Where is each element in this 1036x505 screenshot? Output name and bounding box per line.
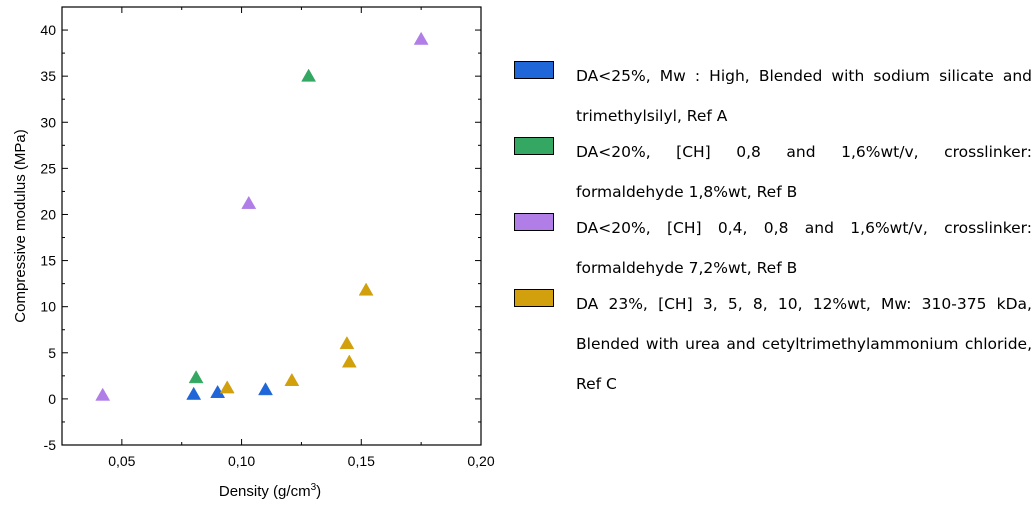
data-point-series-1 [258, 382, 273, 396]
data-point-series-3 [241, 195, 257, 209]
scatter-chart: -5 0 5 10 15 20 25 30 35 40 0,05 0,10 0,15 0,20 Compr… [12, 6, 495, 500]
x-tick-label: 0,20 [467, 453, 494, 469]
data-point-series-4 [219, 380, 235, 394]
legend-swatch [514, 289, 554, 307]
x-tick-label: 0,15 [348, 453, 375, 469]
legend-item-2: DA<20%, [CH] 0,8 and 1,6%wt/v, crosslink… [514, 132, 1032, 212]
y-axis-title: Compressive modulus (MPa) [12, 129, 29, 322]
y-tick-label: 30 [40, 114, 56, 130]
legend-item-3: DA<20%, [CH] 0,4, 0,8 and 1,6%wt/v, cros… [514, 208, 1032, 288]
legend-label: DA 23%, [CH] 3, 5, 8, 10, 12%wt, Mw: 310… [576, 295, 1032, 393]
y-tick-label: 40 [40, 22, 56, 38]
x-tick-label: 0,10 [228, 453, 255, 469]
legend-label: DA<20%, [CH] 0,4, 0,8 and 1,6%wt/v, cros… [576, 219, 1032, 277]
y-tick-label: 15 [40, 253, 56, 269]
legend-swatch [514, 61, 554, 79]
data-point-series-4 [284, 372, 300, 386]
y-tick-label: -5 [44, 437, 57, 453]
tick-layer: -5 0 5 10 15 20 25 30 35 40 0,05 0,10 0,15 0,20 [40, 7, 495, 469]
legend-item-4: DA 23%, [CH] 3, 5, 8, 10, 12%wt, Mw: 310… [514, 284, 1032, 404]
legend-label: DA<20%, [CH] 0,8 and 1,6%wt/v, crosslink… [576, 143, 1032, 201]
data-point-series-4 [341, 354, 357, 368]
y-tick-label: 0 [48, 391, 56, 407]
x-tick-label: 0,05 [108, 453, 135, 469]
data-point-series-4 [358, 282, 374, 296]
legend-label: DA<25%, Mw : High, Blended with sodium s… [576, 67, 1032, 125]
data-point-series-1 [186, 386, 202, 400]
legend-item-1: DA<25%, Mw : High, Blended with sodium s… [514, 56, 1032, 136]
x-axis-title: Density (g/cm3) [219, 482, 321, 500]
y-tick-label: 10 [40, 299, 56, 315]
data-point-series-2 [188, 370, 204, 384]
data-point-series-3 [413, 31, 429, 45]
legend-swatch [514, 137, 554, 155]
legend: DA<25%, Mw : High, Blended with sodium s… [514, 61, 1032, 406]
y-tick-label: 5 [48, 345, 56, 361]
data-point-series-2 [301, 68, 317, 82]
y-tick-label: 35 [40, 68, 56, 84]
data-point-series-3 [95, 387, 111, 401]
points-layer [95, 31, 429, 401]
y-tick-label: 20 [40, 206, 56, 222]
plot-frame [61, 6, 482, 446]
x-axis-title-main: Density (g/cm [219, 483, 311, 500]
x-axis-title-suffix: ) [316, 483, 321, 500]
legend-swatch [514, 213, 554, 231]
data-point-series-4 [339, 336, 355, 350]
y-tick-label: 25 [40, 160, 56, 176]
x-axis-title-superscript: 3 [311, 482, 317, 493]
